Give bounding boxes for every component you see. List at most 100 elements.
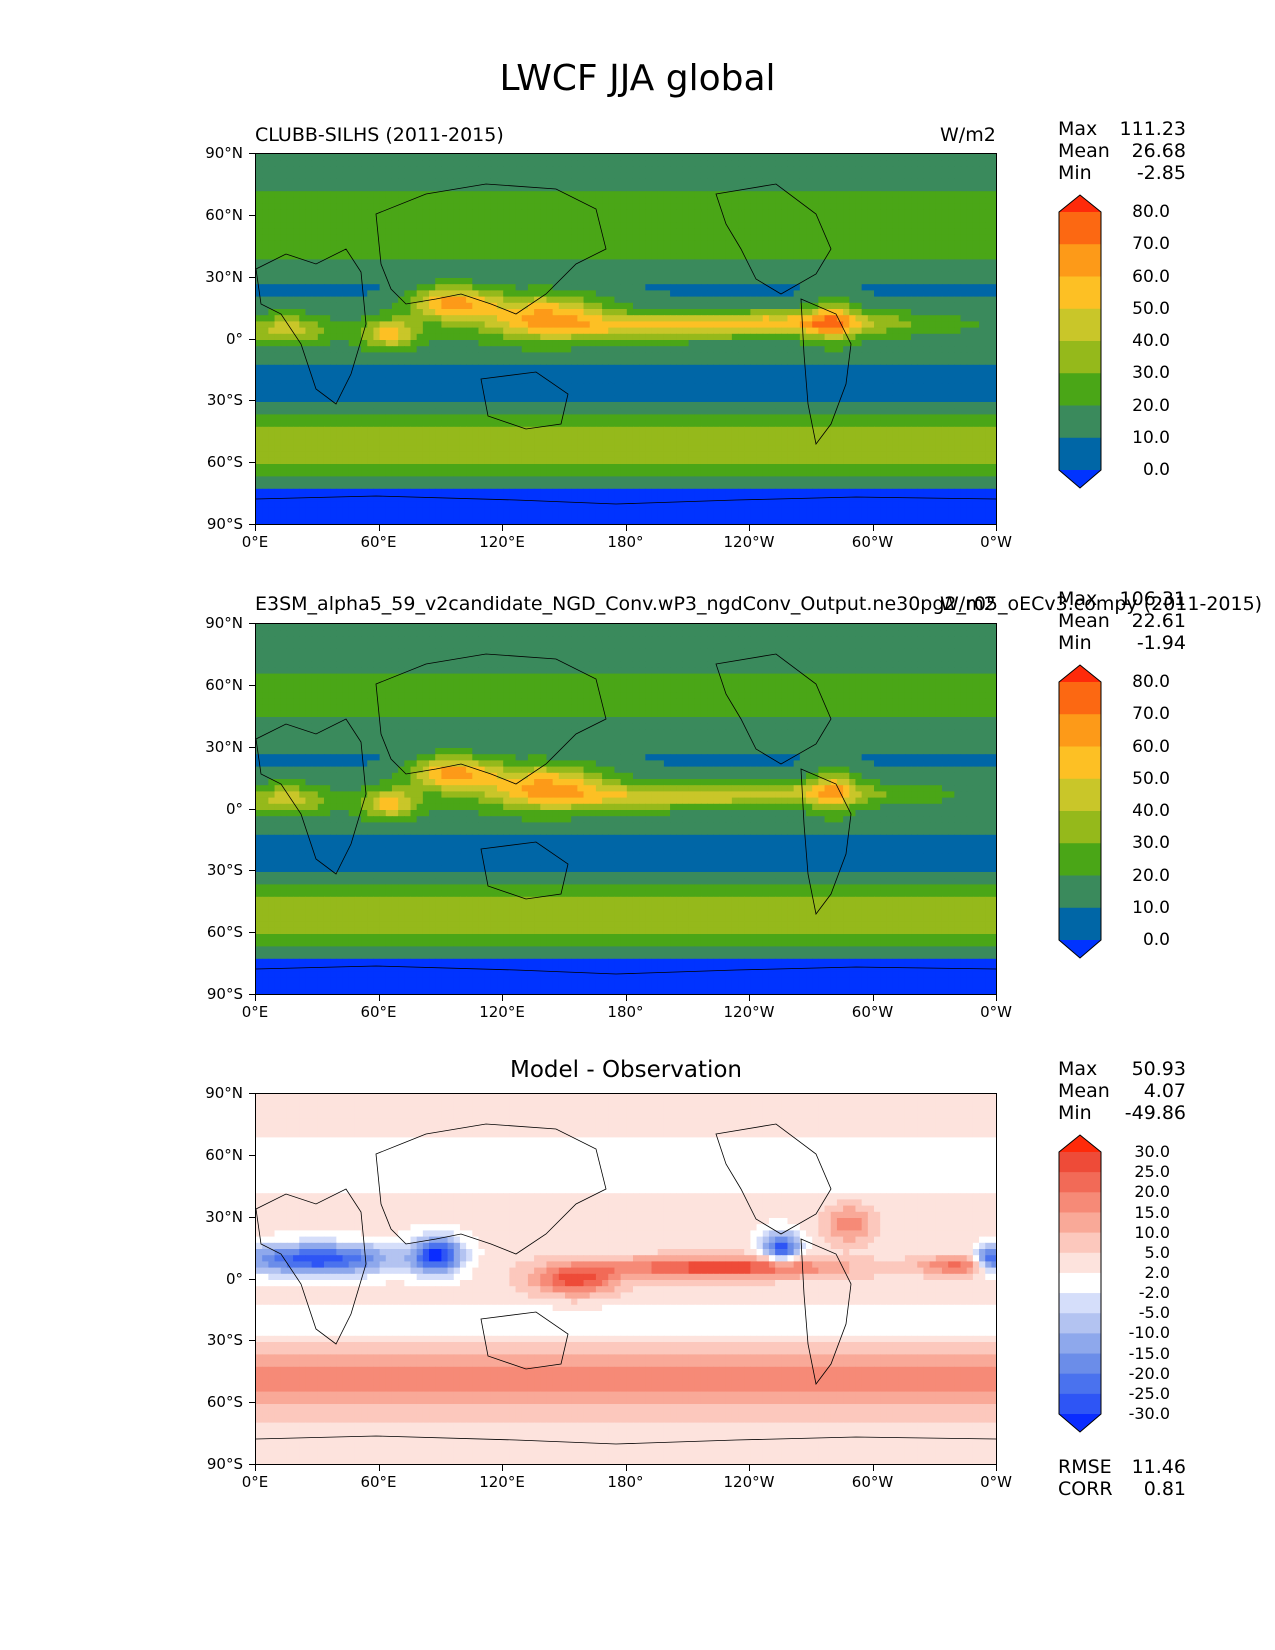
field-cell <box>935 203 943 211</box>
field-cell <box>330 240 337 248</box>
field-cell <box>874 352 881 360</box>
field-cell <box>503 358 510 366</box>
field-cell <box>323 371 331 378</box>
field-cell <box>799 290 807 298</box>
field-cell <box>688 284 696 291</box>
field-cell <box>385 240 393 248</box>
field-cell <box>651 191 659 198</box>
field-cell <box>941 352 949 360</box>
field-cell <box>503 203 510 211</box>
field-cell <box>923 296 931 304</box>
field-cell <box>966 302 974 310</box>
field-cell <box>398 265 405 273</box>
field-cell <box>521 191 529 198</box>
field-cell <box>639 172 646 180</box>
field-cell <box>855 209 863 217</box>
field-cell <box>367 371 374 378</box>
field-cell <box>694 315 702 322</box>
field-cell <box>342 222 350 229</box>
field-cell <box>657 309 665 316</box>
field-cell <box>861 352 869 360</box>
field-cell <box>379 333 387 341</box>
field-cell <box>812 327 819 335</box>
field-cell <box>682 253 690 260</box>
field-cell <box>558 395 566 403</box>
field-cell <box>262 346 269 353</box>
field-cell <box>836 340 844 347</box>
field-cell <box>700 209 708 217</box>
field-cell <box>429 315 436 322</box>
field-cell <box>738 383 745 391</box>
field-cell <box>787 327 795 335</box>
field-cell <box>657 408 665 415</box>
field-cell <box>515 340 523 347</box>
field-cell <box>441 178 449 186</box>
field-cell <box>880 321 887 329</box>
field-cell <box>700 315 708 322</box>
field-cell <box>979 247 986 254</box>
field-cell <box>583 358 591 366</box>
field-cell <box>843 302 850 310</box>
field-cell <box>447 259 455 267</box>
field-cell <box>552 172 560 180</box>
field-cell <box>725 154 733 161</box>
field-cell <box>447 333 455 341</box>
field-cell <box>503 222 510 229</box>
field-cell <box>843 197 850 205</box>
field-cell <box>713 346 720 353</box>
field-cell <box>948 346 955 353</box>
field-cell <box>620 240 628 248</box>
field-cell <box>435 389 442 397</box>
field-cell <box>960 340 968 347</box>
field-cell <box>342 247 350 254</box>
field-cell <box>855 185 863 192</box>
field-cell <box>262 402 269 409</box>
field-cell <box>886 240 894 248</box>
field-cell <box>484 271 492 279</box>
field-cell <box>429 271 436 279</box>
field-cell <box>311 315 319 322</box>
field-cell <box>626 154 634 161</box>
field-cell <box>614 340 622 347</box>
field-cell <box>694 240 702 248</box>
field-cell <box>911 271 918 279</box>
field-cell <box>756 371 764 378</box>
field-cell <box>886 253 894 260</box>
field-cell <box>589 408 597 415</box>
field-cell <box>484 402 492 409</box>
field-cell <box>262 191 269 198</box>
field-cell <box>589 271 597 279</box>
field-cell <box>744 209 751 217</box>
field-cell <box>583 278 591 285</box>
field-cell <box>843 216 850 223</box>
field-cell <box>855 402 863 409</box>
field-cell <box>503 216 510 223</box>
field-cell <box>268 352 276 360</box>
field-cell <box>775 191 782 198</box>
field-cell <box>960 358 968 366</box>
field-cell <box>645 154 653 161</box>
field-cell <box>731 402 739 409</box>
field-cell <box>336 265 344 273</box>
field-cell <box>503 321 510 329</box>
field-cell <box>960 327 968 335</box>
field-cell <box>632 340 640 347</box>
field-cell <box>373 278 381 285</box>
field-cell <box>453 389 461 397</box>
field-cell <box>422 333 430 341</box>
field-cell <box>744 327 751 335</box>
field-cell <box>867 216 875 223</box>
field-cell <box>398 185 405 192</box>
field-cell <box>595 383 603 391</box>
field-cell <box>651 377 659 384</box>
field-cell <box>589 228 597 236</box>
field-cell <box>565 154 572 161</box>
field-cell <box>552 160 560 167</box>
field-cell <box>731 172 739 180</box>
field-cell <box>768 371 776 378</box>
field-cell <box>836 253 844 260</box>
field-cell <box>787 395 795 403</box>
field-cell <box>991 358 996 366</box>
field-cell <box>707 389 714 397</box>
field-cell <box>836 327 844 335</box>
